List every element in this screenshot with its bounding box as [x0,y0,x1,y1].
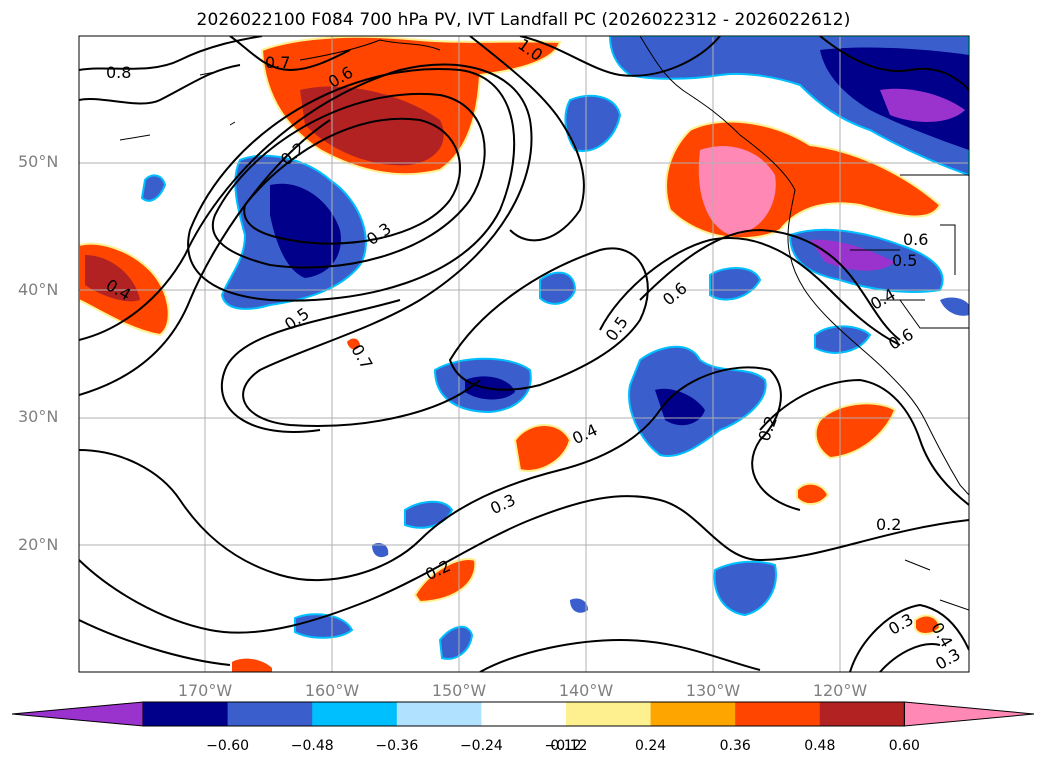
contour-02 [79,495,969,634]
colorbar-extend-low [11,701,144,727]
map-figure: 0.8 0.7 0.6 0.2 0.3 0.5 0.4 0.7 1.0 0.6 … [78,35,970,674]
lat-label-20n: 20°N [18,535,59,554]
positive-anomaly-subtropics-4 [796,482,830,505]
colorbar-tick-label: −0.24 [459,738,503,754]
contour-mid-ring [448,247,649,391]
lat-label-30n: 30°N [18,407,59,426]
lon-label-160w: 160°W [304,681,360,700]
positive-anomaly-subtropics-2 [814,402,897,460]
colorbar-tick-label: −0.48 [290,738,334,754]
contour-label: 0.5 [892,251,917,270]
contour-label: 0.8 [106,63,131,82]
negative-anomaly-eastern-pacific [628,345,767,457]
lat-label-40n: 40°N [18,280,59,299]
colorbar-segment [650,702,736,726]
contour-eastern-loop [759,378,969,506]
lon-label-130w: 130°W [685,681,741,700]
colorbar-tick-label: 0.60 [888,738,920,754]
contour-07-north [229,36,351,72]
colorbar-segment [566,702,652,726]
colorbar-frame [142,701,905,727]
negative-anomaly-blob-2 [709,267,762,301]
colorbar-segment [312,702,398,726]
negative-anomaly-blob-6 [294,613,354,639]
lon-label-170w: 170°W [177,681,233,700]
contour-label: 0.7 [265,53,290,72]
lon-label-120w: 120°W [812,681,868,700]
negative-anomaly-blob-12 [940,297,969,316]
negative-anomaly-north-east-purple [880,88,965,122]
negative-anomaly-eastern-core [655,388,705,426]
positive-anomaly-subtropics-3 [413,558,477,604]
contour-ring-3 [187,68,516,302]
negative-anomaly-blob-1 [539,271,577,305]
colorbar-tick-label: 0.12 [550,738,582,754]
contour-lines [79,36,969,672]
positive-anomaly-small-2 [232,658,272,672]
map-frame [78,35,970,673]
positive-anomaly-pacific-nw-core [698,146,776,235]
contour-06-east [639,228,901,341]
contour-02-lower [79,619,761,672]
colorbar-tick-label: −0.60 [206,738,250,754]
contour-northwest [79,64,241,105]
colorbar-tick-label: 0.48 [804,738,836,754]
positive-anomaly-subtropics-1 [513,424,572,472]
negative-anomaly-blob-8 [814,325,872,354]
negative-anomaly-blob-10 [372,543,389,558]
negative-anomaly-blob-3 [564,94,622,152]
gridlines [79,36,969,672]
positive-anomaly-small-1 [347,338,360,350]
colorbar-tick-label: 0.36 [719,738,751,754]
negative-anomaly-central-core [270,183,341,278]
contour-northeast [519,36,969,91]
colorbar-tick-label: −0.12 [544,738,588,754]
negative-anomaly-blob-4 [404,500,454,529]
contour-08 [79,36,263,71]
colorbar-segment [819,702,905,726]
colorbar-segment [735,702,821,726]
contour-04 [79,119,401,433]
colorbar-extend-high [903,701,1035,727]
lat-label-50n: 50°N [18,152,59,171]
colorbar-segment [227,702,313,726]
contour-05 [79,63,533,427]
contour-ring-2 [212,92,486,269]
contour-05-east [599,237,901,346]
colorbar-segments [11,701,1035,727]
contour-03 [79,366,801,582]
colorbar-segment [143,702,229,726]
negative-anomaly-california-core [810,239,895,271]
colorbar-segment [481,702,567,726]
positive-anomaly-subtropics-5 [914,614,942,635]
coastlines [119,36,969,611]
contour-label: 0.6 [903,230,928,249]
negative-anomaly-blob-11 [570,598,588,613]
map-title: 2026022100 F084 700 hPa PV, IVT Landfall… [196,10,851,30]
negative-anomaly-blob-9 [140,174,167,202]
negative-anomaly-blob-5 [713,560,777,617]
contour-north-rim [469,36,585,242]
negative-anomaly-blob-7 [438,625,474,660]
positive-anomaly-gulf-core [300,86,444,166]
contour-ring-1 [243,117,461,245]
lon-label-140w: 140°W [558,681,614,700]
contour-label: 0.2 [876,515,901,534]
lon-label-150w: 150°W [431,681,487,700]
contour-southeast [849,603,969,672]
colorbar-tick-label: 0.24 [635,738,667,754]
colorbar-segment [396,702,482,726]
colorbar-tick-label: −0.36 [375,738,419,754]
